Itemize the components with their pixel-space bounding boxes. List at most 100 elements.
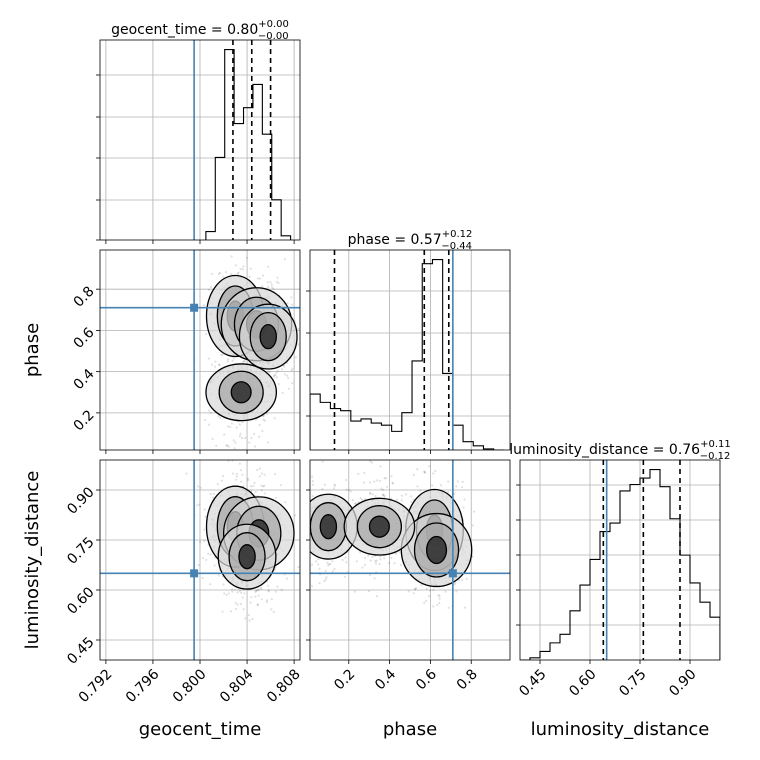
ld-phase-sample [423, 471, 427, 474]
ld-phase-sample [327, 564, 330, 567]
ld-phase-sample [323, 483, 326, 486]
phase-geo-sample [283, 365, 286, 368]
phase-geo-sample [244, 436, 247, 440]
phase-geo-sample [262, 274, 265, 277]
phase-geo-sample [287, 376, 290, 380]
ld-geo-sample [241, 473, 244, 476]
ld-phase-sample [438, 594, 441, 597]
ld-phase-sample [455, 590, 458, 593]
ld-geo-sample [239, 591, 243, 594]
phase-geo-sample [275, 371, 278, 374]
phase-geo-sample [210, 286, 213, 289]
phase-geo-sample [249, 267, 252, 270]
ld-phase-sample [383, 494, 386, 497]
ld-phase-sample [465, 577, 468, 581]
ld-geo-ytick-label-1: 0.60 [64, 584, 97, 617]
ld-phase-sample [369, 491, 372, 494]
ld-phase-xtick-label-2: 0.6 [413, 666, 440, 693]
ld-phase-sample [321, 488, 324, 491]
ld-geo-sample [201, 576, 204, 580]
ld-hist-frame [519, 459, 721, 661]
phase-geo-sample [267, 265, 270, 268]
phase-geo-sample [211, 437, 214, 440]
ld-geo-sample [250, 596, 253, 599]
phase-geo-sample [223, 433, 226, 436]
ld-phase-sample [379, 558, 382, 561]
panels: geocent_time = 0.80+0.00 −0.00 0.2 0.4 0.6 0.… [22, 19, 731, 740]
phase-geo-sample [227, 358, 230, 361]
ld-phase-sample [353, 590, 356, 593]
ld-phase-sample [463, 498, 466, 501]
phase-geo-sample [261, 285, 264, 288]
ld-phase-sample [373, 480, 376, 483]
phase-geo-sample [242, 451, 244, 453]
ld-phase-sample [368, 481, 371, 484]
ld-geo-sample [274, 473, 277, 476]
ld-geo-sample [212, 496, 215, 499]
ld-geo-sample [255, 589, 258, 592]
ld-phase-sample [473, 510, 476, 513]
phase-geo-sample [267, 285, 270, 288]
ld-geo-sample [212, 492, 215, 495]
ld-phase-sample [354, 502, 357, 505]
ld-geo-sample [238, 589, 241, 592]
ld-phase-sample [307, 529, 309, 531]
phase-geo-sample [301, 348, 303, 350]
ld-geo-sample [257, 457, 259, 459]
ld-geo-sample [265, 599, 269, 602]
phase-geo-sample [277, 281, 280, 285]
ld-phase-sample [428, 465, 431, 468]
ld-geo-sample [231, 588, 234, 591]
ld-geo-sample [257, 588, 260, 592]
ld-phase-sample [444, 590, 447, 593]
ld-hist-title-sup: +0.11 [700, 439, 731, 450]
phase-hist-histogram-line [310, 258, 504, 450]
ld-phase-sample [303, 481, 305, 483]
ld-phase-sample [410, 500, 413, 503]
ld-geo-sample [204, 515, 207, 518]
ld-geo-sample [207, 552, 210, 556]
phase-geo-sample [248, 441, 251, 444]
ld-phase-sample [359, 496, 362, 500]
ld-phase-sample [432, 605, 435, 608]
phase-geo-sample [231, 359, 234, 362]
ld-geo-sample [249, 601, 252, 604]
phase-hist-title-sup: +0.12 [442, 229, 473, 240]
ld-phase-sample [381, 488, 385, 491]
ld-geo-sample [247, 614, 250, 617]
luminosity-distance-axis-label: luminosity_distance [22, 471, 43, 650]
phase-geo-sample [266, 281, 269, 284]
phase-geo-sample [229, 425, 232, 428]
phase-geo-sample [234, 441, 237, 444]
ld-geo-sample [198, 503, 201, 506]
ld-geo-sample [197, 485, 200, 488]
phase-geo-sample [297, 327, 300, 330]
phase-geo-sample [227, 445, 230, 448]
ld-phase-sample [376, 595, 379, 598]
phase-geo-sample [290, 369, 293, 372]
phase-geo-sample [213, 365, 217, 368]
ld-phase-sample [311, 585, 314, 588]
phase-geo-sample [215, 444, 218, 447]
ld-geo-sample [263, 484, 266, 487]
phase-geo-sample [242, 265, 245, 268]
ld-phase-sample [423, 470, 426, 473]
ld-geo-samples [100, 457, 300, 660]
ld-geo-sample [203, 539, 206, 542]
phase-geo-sample [207, 423, 211, 426]
ld-phase-sample [432, 588, 435, 592]
ld-geo-sample [248, 619, 251, 622]
ld-phase-samples [303, 460, 510, 660]
ld-geo-sample [234, 602, 237, 605]
ld-geo-sample [267, 584, 270, 587]
phase-geo-sample [260, 466, 262, 468]
phase-geo-sample [270, 283, 273, 286]
ld-geo-sample [256, 468, 259, 471]
ld-geo-sample [256, 603, 259, 606]
phase-geo-sample [225, 444, 228, 447]
ld-geo-sample [255, 589, 258, 592]
ld-phase-sample [359, 551, 362, 554]
ld-phase-sample [398, 551, 401, 554]
ld-phase-sample [306, 491, 308, 493]
